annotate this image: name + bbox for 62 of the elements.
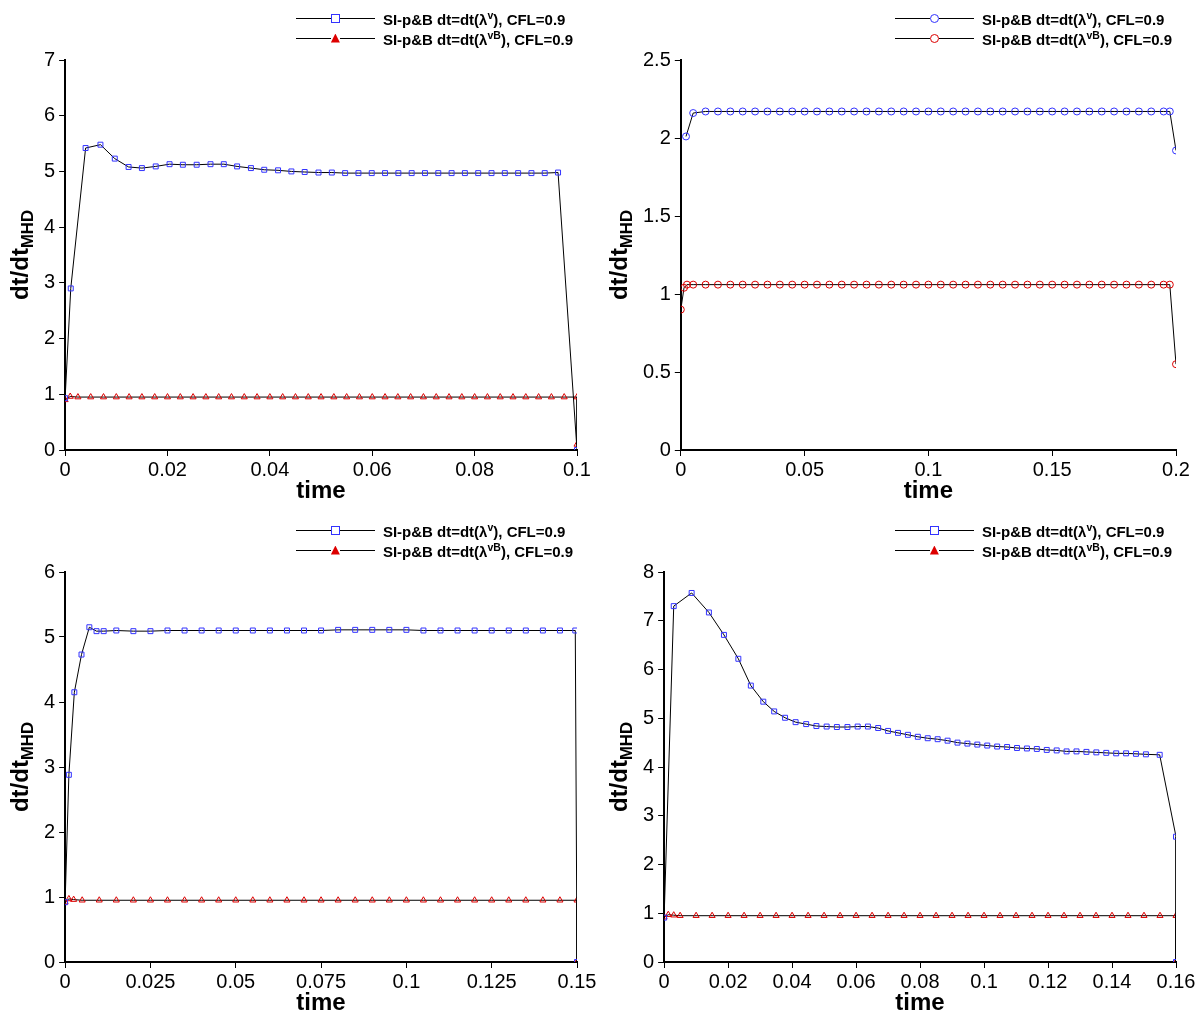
legend-label: SI-p&B dt=dt(λ$^{v}$), CFL=0.9 (981, 520, 1165, 540)
x-tick-label: 0.04 (250, 457, 290, 480)
y-tick-label: 3 (44, 754, 56, 777)
legend-label: SI-p&B dt=dt(λ$^{vB}$), CFL=0.9 (981, 28, 1172, 48)
y-tick-label: 6 (44, 559, 56, 582)
y-tick-label: 7 (44, 47, 56, 70)
y-tick-label: 8 (643, 559, 655, 582)
y-tick-label: 6 (643, 657, 655, 680)
x-tick-label: 0.06 (352, 457, 392, 480)
y-tick-label: 1 (659, 281, 671, 304)
y-tick-label: 7 (643, 608, 655, 631)
x-tick-label: 0.1 (563, 457, 591, 480)
x-tick-label: 0 (59, 969, 71, 992)
y-tick-label: 5 (44, 158, 56, 181)
legend-label: SI-p&B dt=dt(λ$^{vB}$), CFL=0.9 (981, 540, 1172, 560)
x-tick-label: 0.12 (1028, 969, 1068, 992)
legend-label: SI-p&B dt=dt(λ$^{vB}$), CFL=0.9 (382, 28, 573, 48)
y-tick-label: 5 (44, 624, 56, 647)
x-tick-label: 0.06 (836, 969, 876, 992)
x-tick-label: 0.2 (1162, 457, 1190, 480)
y-tick-label: 2 (44, 326, 56, 349)
x-tick-label: 0.02 (708, 969, 748, 992)
x-tick-label: 0.1 (392, 969, 421, 992)
y-tick-label: 5 (643, 705, 655, 728)
x-tick-label: 0.16 (1156, 969, 1196, 992)
x-tick-label: 0.05 (216, 969, 256, 992)
y-tick-label: 4 (44, 689, 56, 712)
x-tick-label: 0.025 (125, 969, 176, 992)
x-tick-label: 0.05 (785, 457, 825, 480)
legend-label: SI-p&B dt=dt(λ$^{vB}$), CFL=0.9 (382, 540, 573, 560)
y-tick-label: 4 (44, 214, 56, 237)
y-tick-label: 2.5 (642, 47, 671, 70)
x-tick-label: 0.14 (1092, 969, 1132, 992)
y-tick-label: 1 (643, 900, 655, 923)
x-tick-label: 0.04 (772, 969, 812, 992)
x-tick-label: 0 (675, 457, 687, 480)
y-tick-label: 0.5 (642, 359, 671, 382)
y-tick-label: 1 (44, 381, 56, 404)
x-tick-label: 0.08 (455, 457, 495, 480)
legend-label: SI-p&B dt=dt(λ$^{v}$), CFL=0.9 (382, 8, 566, 28)
y-tick-label: 4 (643, 754, 655, 777)
y-tick-label: 0 (643, 949, 655, 972)
x-tick-label: 0.15 (557, 969, 597, 992)
y-tick-label: 2 (643, 852, 655, 875)
legend-label: SI-p&B dt=dt(λ$^{v}$), CFL=0.9 (382, 520, 566, 540)
y-tick-label: 1 (44, 884, 56, 907)
y-tick-label: 0 (44, 437, 56, 460)
x-tick-label: 0.1 (970, 969, 998, 992)
y-tick-label: 1.5 (642, 203, 671, 226)
x-tick-label: 0.15 (1032, 457, 1072, 480)
x-axis-title: time (296, 476, 346, 504)
legend-label: SI-p&B dt=dt(λ$^{v}$), CFL=0.9 (981, 8, 1165, 28)
x-tick-label: 0.02 (148, 457, 187, 480)
x-tick-label: 0 (59, 457, 71, 480)
x-tick-label: 0.125 (466, 969, 517, 992)
y-tick-label: 2 (44, 819, 56, 842)
y-tick-label: 2 (659, 125, 671, 148)
y-tick-label: 0 (44, 949, 56, 972)
y-tick-label: 3 (643, 803, 655, 826)
y-tick-label: 0 (659, 437, 671, 460)
y-tick-label: 3 (44, 270, 56, 293)
y-tick-label: 6 (44, 103, 56, 126)
